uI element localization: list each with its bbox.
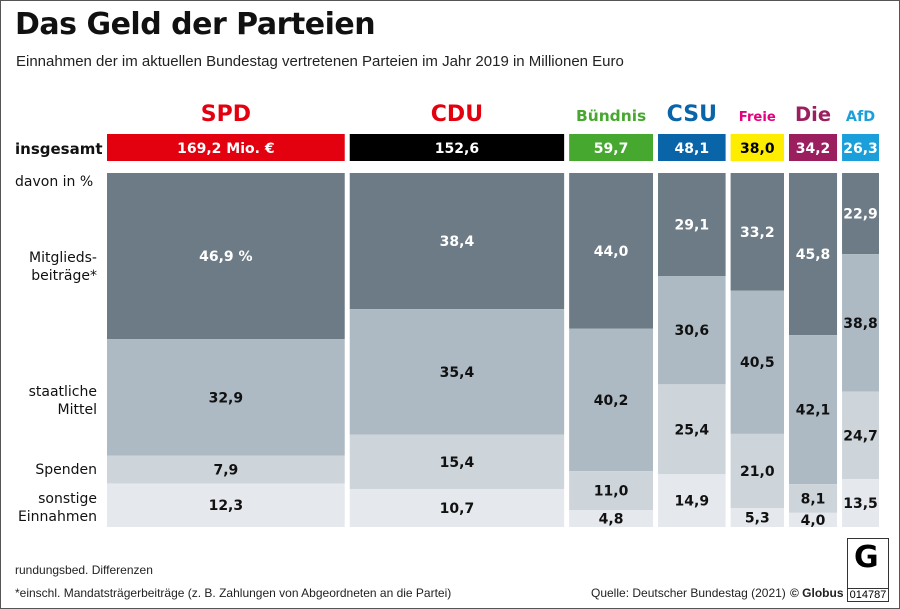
footnote: *einschl. Mandatsträgerbeiträge (z. B. Z…	[15, 586, 452, 600]
copyright: © Globus	[790, 586, 844, 600]
total-bar	[788, 134, 838, 161]
row-label-staatlich: staatliche Mittel	[28, 384, 97, 418]
segment-label: 24,7	[843, 428, 878, 444]
segment	[658, 474, 726, 527]
segment-label: 21,0	[740, 464, 775, 480]
segment-label: 30,6	[675, 323, 710, 339]
segment	[349, 173, 565, 310]
segment	[730, 433, 784, 509]
row-label-davon: davon in %	[15, 174, 94, 190]
party-logo: CDU	[431, 102, 483, 127]
segment	[788, 173, 838, 336]
segment-label: 46,9 %	[199, 249, 252, 265]
party-logo: Freie	[739, 110, 776, 125]
segment-label: 25,4	[675, 422, 710, 438]
segment-label: 10,7	[440, 501, 475, 517]
segment-label: 45,8	[796, 247, 831, 263]
total-label: 26,3	[843, 141, 878, 157]
segment	[569, 510, 654, 527]
segment-label: 40,2	[594, 393, 629, 409]
segment-label: 15,4	[440, 455, 475, 471]
row-label-total: insgesamt	[15, 140, 103, 158]
total-bar	[730, 134, 784, 161]
segment	[842, 391, 879, 480]
rounding-note: rundungsbed. Differenzen	[15, 563, 153, 577]
globus-g-icon: G	[854, 540, 879, 575]
segment	[569, 173, 654, 329]
segment-label: 13,5	[843, 496, 878, 512]
segment-label: 29,1	[675, 218, 710, 234]
party-logo: Die	[795, 103, 831, 126]
segment-label: 8,1	[801, 492, 826, 508]
globus-code: 014787	[848, 588, 888, 601]
segment	[788, 484, 838, 513]
total-label: 169,2 Mio. €	[177, 141, 274, 157]
segment-label: 35,4	[440, 365, 475, 381]
segment	[730, 173, 784, 291]
segment-label: 7,9	[213, 462, 238, 478]
total-label: 34,2	[796, 141, 831, 157]
segment-label: 12,3	[209, 498, 244, 514]
source: Quelle: Deutscher Bundestag (2021)	[591, 586, 786, 600]
party-logo: CSU	[667, 102, 717, 127]
total-label: 48,1	[675, 141, 710, 157]
segment-label: 42,1	[796, 403, 831, 419]
segment	[788, 335, 838, 485]
total-bar	[349, 134, 565, 161]
total-bar	[569, 134, 654, 161]
party-logo: SPD	[201, 102, 251, 127]
party-logo: Bündnis	[576, 107, 646, 125]
segment	[658, 276, 726, 385]
segment	[569, 471, 654, 511]
chart-title: Das Geld der Parteien	[15, 7, 376, 42]
segment-label: 4,8	[599, 512, 624, 528]
segment	[658, 384, 726, 475]
total-label: 38,0	[740, 141, 775, 157]
segment-label: 38,8	[843, 316, 878, 332]
segment-label: 11,0	[594, 484, 629, 500]
segment-label: 4,0	[801, 513, 826, 529]
segment	[730, 508, 784, 527]
segment-label: 32,9	[209, 390, 244, 406]
segment	[569, 328, 654, 472]
total-bar	[107, 134, 345, 161]
segment-label: 44,0	[594, 244, 629, 260]
globus-logo-box: G 014787	[847, 538, 889, 602]
total-label: 152,6	[435, 141, 479, 157]
party-logo: AfD	[846, 109, 875, 125]
total-bar	[842, 134, 879, 161]
segment-label: 38,4	[440, 234, 475, 250]
segment	[107, 483, 345, 527]
segment	[349, 434, 565, 490]
total-label: 59,7	[594, 141, 629, 157]
segment-label: 14,9	[675, 494, 710, 510]
row-label-mitglieds: Mitglieds- beiträge*	[29, 250, 97, 284]
segment	[658, 173, 726, 277]
segment	[842, 254, 879, 392]
segment-label: 22,9	[843, 207, 878, 223]
row-label-spenden: Spenden	[35, 462, 97, 478]
chart-subtitle: Einnahmen der im aktuellen Bundestag ver…	[16, 53, 624, 70]
segment	[842, 173, 879, 255]
segment	[107, 339, 345, 456]
segment	[349, 489, 565, 527]
segment	[107, 173, 345, 340]
segment	[107, 455, 345, 484]
segment	[788, 512, 838, 527]
segment-label: 5,3	[745, 511, 770, 527]
total-bar	[658, 134, 726, 161]
segment	[730, 290, 784, 434]
row-label-sonstige: sonstige Einnahmen	[17, 491, 97, 525]
segment	[349, 309, 565, 435]
segment-label: 33,2	[740, 225, 775, 241]
segment	[842, 479, 879, 527]
segment-label: 40,5	[740, 355, 775, 371]
